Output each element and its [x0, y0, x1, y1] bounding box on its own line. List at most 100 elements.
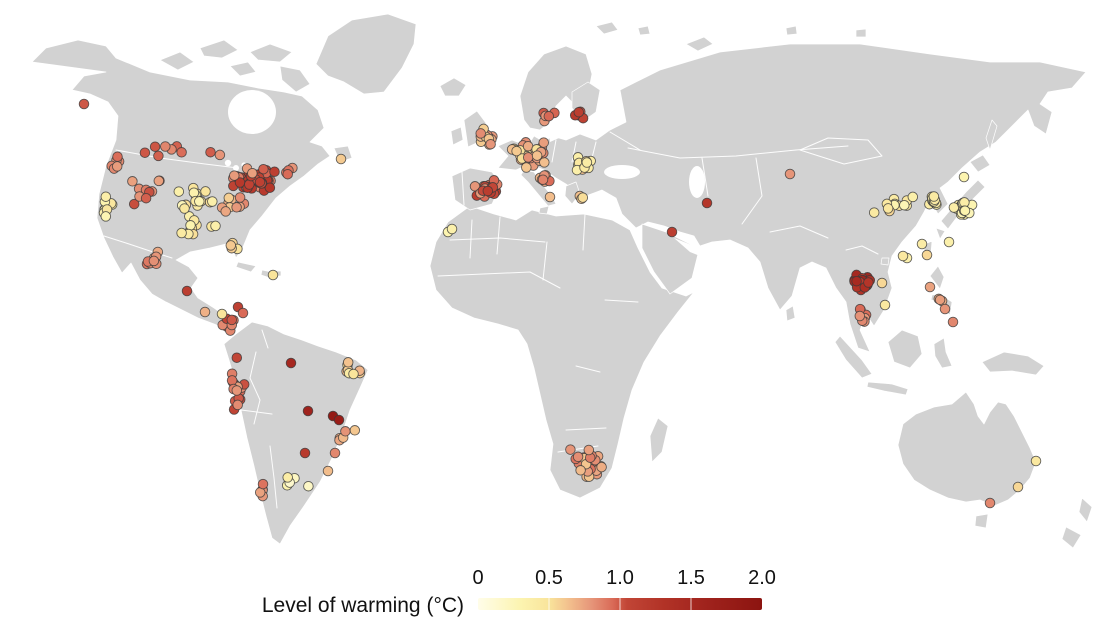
- data-point: [572, 451, 584, 463]
- data-point: [100, 211, 112, 222]
- data-point: [335, 153, 347, 165]
- data-point: [521, 162, 532, 173]
- data-point: [258, 163, 269, 175]
- landmass-greenland: [315, 13, 417, 95]
- data-point: [475, 128, 486, 139]
- data-point: [531, 150, 543, 161]
- great-lake: [224, 159, 232, 167]
- data-point: [264, 182, 276, 193]
- data-point: [543, 110, 555, 122]
- data-point: [581, 157, 593, 168]
- data-point: [220, 206, 231, 217]
- border-line: [571, 141, 577, 163]
- data-point: [229, 170, 240, 181]
- landmass-australia: [897, 391, 1037, 507]
- data-point: [485, 138, 496, 150]
- data-point: [149, 141, 161, 152]
- border-line: [496, 216, 501, 255]
- data-point: [247, 167, 258, 179]
- border-line: [542, 241, 548, 281]
- landmass: [31, 13, 1093, 549]
- data-point: [231, 202, 242, 213]
- data-point: [200, 186, 211, 197]
- legend-tick-20: 2.0: [748, 567, 776, 589]
- data-point: [237, 307, 249, 319]
- border-line: [627, 145, 849, 159]
- border-line: [741, 157, 763, 225]
- data-point: [1012, 481, 1024, 493]
- data-point: [947, 316, 959, 328]
- data-point: [160, 141, 171, 152]
- border-line: [469, 219, 473, 259]
- border-line: [701, 157, 709, 197]
- landmass-sri-lanka: [785, 305, 796, 322]
- data-point: [231, 352, 243, 363]
- border-line: [449, 237, 546, 243]
- data-point: [666, 226, 678, 238]
- data-point: [1030, 455, 1042, 467]
- data-point: [225, 240, 237, 251]
- landmass-africa: [429, 205, 695, 499]
- data-point: [959, 205, 971, 216]
- data-point: [916, 238, 928, 250]
- data-point: [153, 150, 164, 162]
- data-point: [299, 447, 311, 459]
- baltic-sea: [548, 108, 566, 142]
- landmass-eurasia: [497, 43, 1087, 353]
- data-point: [176, 147, 187, 158]
- data-point: [907, 191, 919, 203]
- data-point: [322, 465, 334, 477]
- landmass-iceland: [439, 77, 467, 97]
- data-point: [205, 146, 216, 158]
- legend-colorbar-notch: [548, 598, 550, 610]
- data-point: [575, 465, 586, 476]
- persian-gulf: [674, 238, 700, 256]
- border-line: [799, 137, 883, 165]
- data-point: [153, 175, 165, 187]
- landmass-new-zealand: [1061, 497, 1093, 549]
- data-point: [303, 480, 314, 492]
- data-point: [234, 192, 246, 203]
- data-point: [924, 281, 936, 293]
- data-point: [921, 249, 933, 261]
- border-line: [437, 271, 561, 289]
- data-point: [78, 98, 90, 110]
- legend-tick-10: 1.0: [606, 567, 634, 589]
- data-point: [446, 223, 458, 235]
- data-point: [863, 277, 874, 288]
- data-point: [596, 461, 607, 473]
- data-point: [254, 176, 266, 188]
- data-point: [349, 425, 361, 436]
- data-point: [522, 152, 534, 163]
- hudson-bay: [228, 90, 276, 134]
- landmass-tasmania: [974, 513, 989, 529]
- border-line: [551, 139, 557, 163]
- legend-colorbar-notch: [619, 598, 621, 610]
- border-line: [261, 329, 269, 349]
- data-point: [329, 447, 341, 459]
- data-point: [565, 444, 576, 455]
- data-point: [333, 414, 345, 426]
- data-point: [226, 314, 238, 326]
- data-point: [112, 151, 123, 162]
- data-point: [128, 198, 140, 210]
- data-point: [939, 303, 951, 315]
- data-point: [958, 171, 970, 183]
- landmass-indonesia: [834, 329, 1045, 396]
- data-point: [216, 308, 228, 320]
- data-point: [111, 161, 123, 172]
- data-point: [984, 497, 996, 509]
- data-point: [511, 145, 522, 157]
- legend-tick-05: 0.5: [535, 567, 563, 589]
- data-point: [100, 191, 112, 202]
- data-point: [573, 106, 585, 118]
- data-point: [934, 294, 946, 306]
- data-point: [267, 269, 279, 281]
- border-line: [575, 365, 601, 373]
- data-point: [173, 186, 185, 197]
- border-line: [269, 445, 278, 509]
- data-point: [854, 310, 866, 322]
- data-point: [244, 179, 255, 190]
- border-line: [461, 171, 465, 206]
